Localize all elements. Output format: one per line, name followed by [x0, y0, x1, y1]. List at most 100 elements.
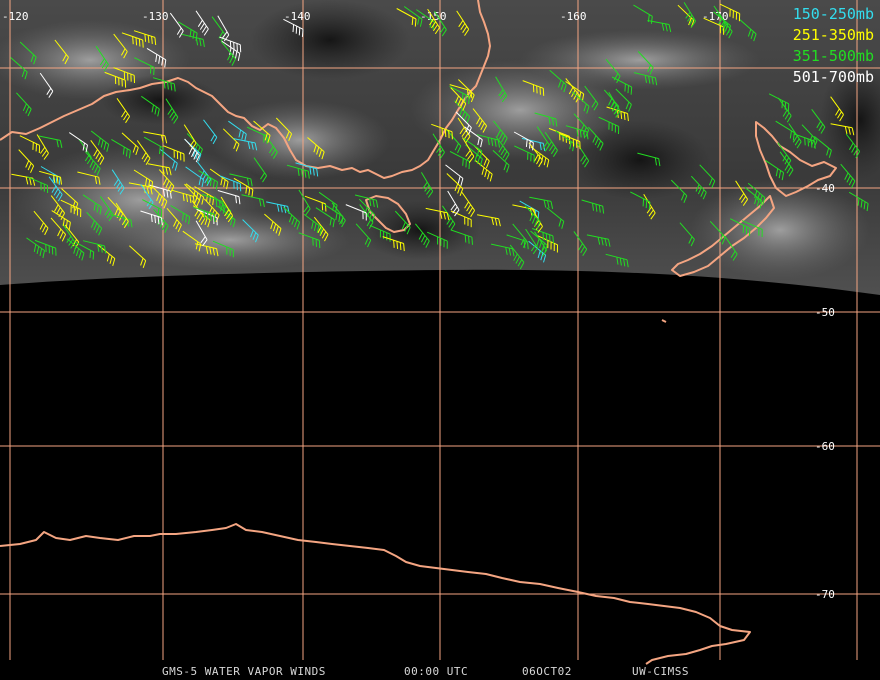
- wind-barb: [426, 231, 448, 249]
- wind-barb: [571, 91, 590, 114]
- wind-barb: [608, 92, 621, 118]
- wind-barb: [219, 175, 242, 192]
- product-title: GMS-5 WATER VAPOR WINDS: [162, 665, 326, 678]
- wind-barb: [477, 214, 501, 227]
- lon-label-130: -130: [142, 10, 169, 23]
- wind-barb: [111, 138, 131, 159]
- wind-barb: [195, 220, 208, 247]
- wind-barb: [530, 146, 550, 168]
- wind-barb: [152, 77, 176, 92]
- wind-barb: [713, 11, 731, 34]
- wind-barb: [50, 195, 66, 220]
- wind-barb: [212, 240, 234, 258]
- wind-barb: [432, 133, 445, 159]
- observation-time: 00:00 UTC: [404, 665, 469, 678]
- wind-barb: [134, 57, 155, 76]
- wind-barb: [313, 216, 329, 242]
- wind-barb: [801, 124, 818, 148]
- wind-barb: [565, 78, 580, 103]
- wind-barb: [283, 18, 304, 37]
- wind-barb: [509, 244, 525, 270]
- wind-barb: [544, 131, 558, 157]
- wind-barb: [525, 228, 539, 255]
- wind-barb: [724, 235, 738, 261]
- wind-barb: [811, 109, 826, 134]
- wind-barb: [777, 97, 792, 123]
- wind-barb: [699, 164, 716, 188]
- wind-barb: [683, 2, 697, 28]
- wind-barb: [605, 253, 629, 268]
- lat-lon-grid: [0, 0, 880, 660]
- wind-barb: [830, 123, 855, 136]
- wind-barb: [315, 207, 335, 228]
- wind-barb: [166, 207, 182, 233]
- wind-barb: [703, 17, 725, 35]
- wind-barb: [286, 164, 310, 179]
- wind-barb: [514, 145, 535, 163]
- wind-barb: [830, 96, 844, 122]
- wind-barb: [546, 207, 565, 229]
- wind-barb: [615, 88, 632, 112]
- wind-barb: [82, 240, 107, 254]
- wind-barb: [150, 185, 168, 209]
- wind-barb: [396, 8, 417, 27]
- wind-barb: [18, 149, 35, 173]
- wind-barb: [142, 199, 163, 218]
- wind-barb: [719, 3, 741, 22]
- wind-barb: [588, 126, 604, 151]
- wind-barb: [26, 237, 45, 259]
- wind-barb: [493, 120, 508, 146]
- wind-barb: [97, 244, 116, 267]
- wind-barb: [136, 140, 151, 166]
- wind-barb: [549, 69, 567, 93]
- credit-label: UW-CIMSS: [632, 665, 689, 678]
- wind-barb: [425, 207, 450, 221]
- wind-barb: [158, 169, 175, 194]
- image-footer: GMS-5 WATER VAPOR WINDS 00:00 UTC 06OCT0…: [0, 665, 880, 679]
- wind-barb: [129, 245, 147, 268]
- wind-barb: [637, 152, 661, 167]
- wind-barb: [264, 133, 278, 159]
- wind-barb: [121, 132, 139, 156]
- new-zealand-north-island: [755, 121, 837, 197]
- legend-entry-150-250: 150-250mb: [792, 5, 874, 23]
- wind-barb: [133, 169, 154, 190]
- wind-barb: [147, 163, 172, 176]
- wind-barb: [203, 119, 218, 145]
- wind-barb: [19, 135, 41, 154]
- wind-barb: [739, 19, 757, 42]
- wind-barb: [581, 199, 605, 214]
- satellite-imagery: [0, 0, 880, 295]
- wind-barb: [266, 201, 290, 214]
- wind-barb: [133, 30, 157, 46]
- wind-barb: [141, 95, 160, 117]
- wind-barb: [403, 6, 423, 27]
- wind-barb: [495, 136, 510, 161]
- wind-barbs: [10, 2, 869, 270]
- lat-label-50: -50: [815, 306, 835, 319]
- wind-barb: [69, 132, 88, 153]
- wind-barb: [331, 202, 346, 228]
- wind-barb: [66, 238, 85, 261]
- wind-barb: [74, 241, 95, 260]
- wind-barb: [559, 133, 581, 150]
- wind-barb: [462, 137, 475, 163]
- wind-barb: [241, 194, 265, 208]
- wind-barb: [85, 151, 101, 176]
- wind-barb: [253, 120, 271, 143]
- wind-barb: [140, 210, 163, 226]
- wind-barb: [524, 205, 541, 229]
- wind-barb: [530, 207, 543, 233]
- wind-barb: [415, 223, 430, 248]
- wind-barb: [441, 205, 456, 231]
- wind-barb: [813, 136, 832, 158]
- wind-barb: [219, 36, 242, 53]
- wind-barb: [39, 72, 54, 98]
- wind-barb: [202, 193, 224, 210]
- wind-barb: [433, 11, 447, 37]
- wind-barb: [476, 134, 500, 148]
- wind-barb: [345, 204, 367, 221]
- wind-barb: [39, 170, 62, 185]
- wind-barb: [90, 140, 105, 165]
